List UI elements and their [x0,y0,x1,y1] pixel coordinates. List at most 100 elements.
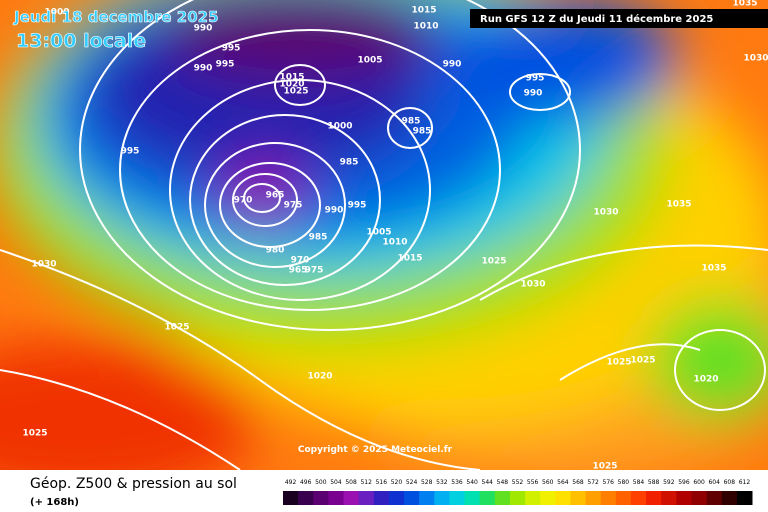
run-box [470,9,768,28]
isobar-label: 985 [413,127,432,137]
isobar [219,162,321,248]
isobar-label: 1000 [44,8,69,18]
colorbar-swatch [343,491,360,505]
isobar-label: 1025 [22,429,47,439]
copyright: Copyright © 2025 Meteociel.fr [298,445,453,455]
isobar-label: 990 [194,24,213,34]
colorbar-swatch [388,491,405,505]
isobar [509,73,571,111]
isobar-label: 1025 [592,462,617,472]
isobar-label: 1020 [307,372,332,382]
colorbar-label: 612 [739,479,751,486]
isobar-label: 965 [289,266,308,276]
isobar [204,142,346,268]
isobar-label: 1025 [606,358,631,368]
isobar-label: 1025 [283,87,308,97]
colorbar-swatch [706,491,723,505]
isobar-label: 1035 [701,264,726,274]
colorbar-label: 560 [542,479,554,486]
colorbar-label: 516 [376,479,388,486]
isobar [119,29,501,311]
isobar [387,107,433,149]
colorbar-swatch [494,491,511,505]
colorbar-swatch [404,491,420,505]
colorbar-swatch [434,491,450,505]
isobar-label: 975 [284,201,303,211]
isobar-label: 1020 [279,80,304,90]
isobar-label: 990 [325,206,344,216]
isobars [0,0,768,470]
colorbar-swatch [646,491,662,505]
isobar-label: 990 [524,89,543,99]
isobar-label: 980 [266,246,285,256]
colorbar-swatch [419,491,435,505]
colorbar-label: 580 [618,479,630,486]
colorbar-swatch [358,491,375,505]
colorbar-label: 600 [693,479,705,486]
isobar-label: 975 [305,266,324,276]
colorbar-swatch [373,491,390,505]
isobar [189,114,381,286]
colorbar-swatch [540,491,556,505]
colorbar-label: 528 [421,479,433,486]
colorbar-label: 584 [633,479,645,486]
colorbar-swatch [328,491,345,505]
isobar-label: 1005 [366,228,391,238]
isobar-label: 1010 [413,22,438,32]
colorbar-label: 596 [678,479,690,486]
isobar-label: 1000 [327,122,352,132]
colorbar-label: 520 [391,479,403,486]
isobar-label: 985 [402,117,421,127]
isobar [274,64,326,106]
colorbar-swatch [313,491,329,505]
colorbar-label: 572 [587,479,599,486]
colorbar-swatch [464,491,481,505]
colorbar-swatch [570,491,587,505]
isobar [232,173,298,227]
colorbar-label: 564 [557,479,569,486]
isobar-label: 1025 [481,257,506,267]
isobar [0,249,481,470]
isobar-label: 1030 [520,280,545,290]
isobar [243,183,281,213]
colorbar-label: 524 [406,479,418,486]
isobar [0,369,241,470]
isobar-label: 1030 [593,208,618,218]
colorbar-label: 608 [724,479,736,486]
isobar-label: 990 [194,64,213,74]
colorbar-label: 492 [285,479,297,486]
colorbar-label: 588 [648,479,660,486]
colorbar-label: 556 [527,479,539,486]
colorbar-swatch [555,491,571,505]
colorbar-label: 512 [360,479,372,486]
colorbar-label: 508 [345,479,357,486]
isobar-label: 1020 [693,375,718,385]
isobar-label: 1005 [357,56,382,66]
colorbar-swatch [449,491,466,505]
colorbar-label: 592 [663,479,675,486]
colorbar-label: 604 [708,479,720,486]
isobar-label: 995 [348,201,367,211]
colorbar-swatch [661,491,677,505]
isobar-label: 1010 [382,238,407,248]
isobar-label: 995 [216,60,235,70]
colorbar-swatch [721,491,738,505]
colorbar-swatch [525,491,541,505]
isobar-label: 1015 [279,73,304,83]
colorbar-label: 504 [330,479,342,486]
isobar-label: 1015 [411,6,436,16]
isobar-label: 1030 [743,54,768,64]
isobar-label: 970 [234,196,253,206]
colorbar-label: 568 [572,479,584,486]
colorbar-swatch [736,491,753,505]
isobar-label: 1035 [732,0,757,9]
isobar-label: 1025 [630,356,655,366]
colorbar-swatch [509,491,526,505]
isobar-label: 985 [340,158,359,168]
colorbar-swatch [691,491,708,505]
run-info: Run GFS 12 Z du Jeudi 11 décembre 2025 [480,13,713,25]
isobar-label: 995 [526,74,545,84]
